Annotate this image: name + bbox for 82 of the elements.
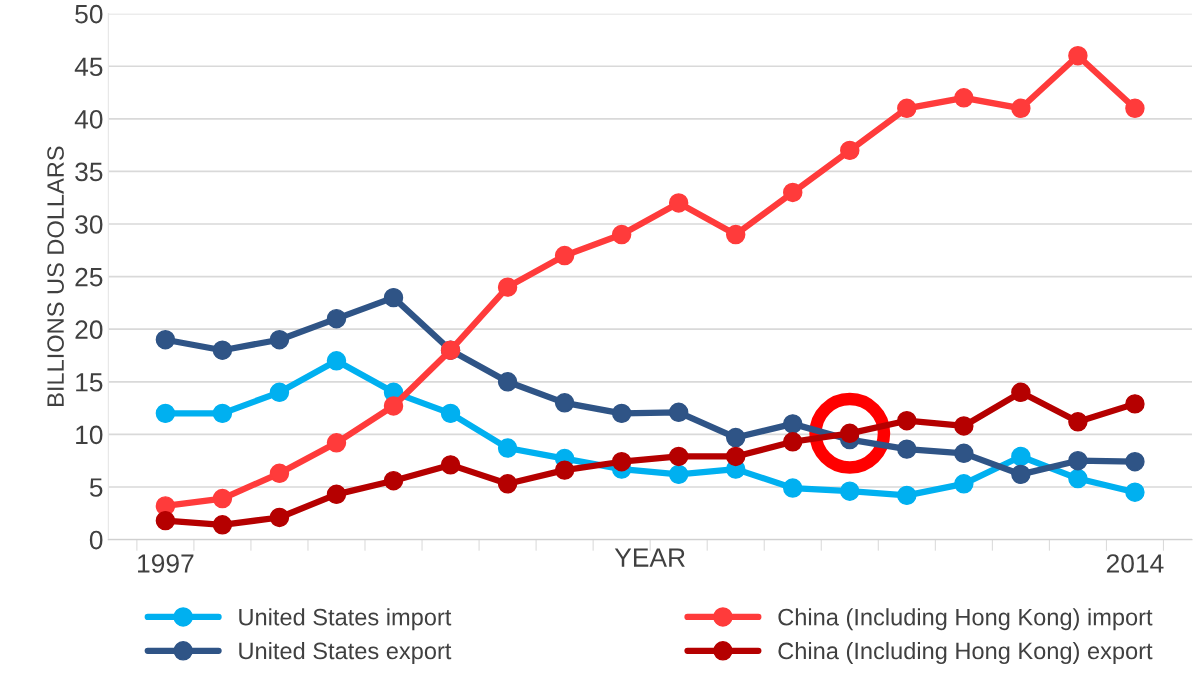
point — [1125, 394, 1145, 414]
point — [611, 452, 632, 472]
point — [155, 510, 176, 531]
point — [611, 403, 632, 424]
point — [440, 403, 461, 424]
point — [668, 464, 689, 485]
x-tick-label: 2014 — [1106, 554, 1164, 573]
point — [383, 287, 404, 308]
point — [725, 446, 746, 467]
y-tick-label: 20 — [75, 320, 103, 340]
point — [725, 427, 746, 448]
point — [326, 484, 347, 505]
y-axis-title: BILLIONS US DOLLARS — [47, 146, 64, 406]
x-tick-label: 1997 — [138, 554, 194, 573]
point — [897, 98, 917, 119]
point — [554, 245, 575, 266]
point — [269, 507, 290, 528]
point — [269, 330, 290, 350]
y-tick-label: 40 — [74, 109, 103, 129]
point — [897, 410, 917, 431]
point — [954, 443, 974, 464]
point — [554, 393, 575, 413]
legend-label: China (Including Hong Kong) export — [778, 641, 1153, 664]
point — [954, 416, 974, 436]
point — [783, 414, 803, 434]
point — [1125, 482, 1145, 502]
point — [783, 182, 803, 203]
point — [383, 470, 404, 491]
point — [440, 455, 461, 475]
point — [954, 88, 974, 108]
point — [954, 474, 974, 494]
point — [269, 382, 290, 403]
point — [783, 432, 803, 452]
point — [1068, 450, 1088, 471]
point — [497, 438, 518, 458]
point — [212, 515, 233, 535]
legend-label: United States import — [239, 608, 452, 631]
point — [897, 485, 917, 506]
y-tick-label: 15 — [76, 373, 103, 392]
y-tick-label: 25 — [75, 267, 103, 287]
point — [155, 403, 176, 424]
point — [897, 439, 917, 459]
point — [1125, 452, 1145, 472]
point — [554, 460, 575, 480]
point — [1011, 464, 1031, 485]
point — [212, 403, 233, 424]
y-tick-label: 5 — [89, 478, 103, 497]
point — [497, 277, 518, 297]
point — [840, 140, 860, 161]
point — [840, 481, 860, 501]
point — [1011, 382, 1031, 403]
y-tick-label: 0 — [89, 530, 103, 550]
point — [611, 224, 632, 245]
point — [1068, 468, 1088, 489]
point — [497, 372, 518, 392]
point — [212, 340, 233, 360]
legend-label: China (Including Hong Kong) import — [778, 608, 1153, 631]
point — [1068, 46, 1088, 66]
point — [1125, 98, 1145, 119]
point — [326, 433, 347, 453]
point — [1011, 98, 1031, 119]
point — [668, 446, 689, 467]
y-tick-label: 10 — [76, 425, 103, 445]
legend-label: United States export — [239, 641, 452, 664]
point — [497, 474, 518, 494]
y-tick-label: 30 — [75, 215, 103, 234]
point — [269, 463, 290, 484]
y-tick-label: 45 — [74, 57, 103, 77]
point — [212, 488, 233, 509]
point — [326, 308, 347, 329]
point — [155, 330, 176, 350]
point — [383, 396, 404, 416]
point — [783, 478, 803, 498]
point — [668, 193, 689, 213]
point — [1011, 446, 1031, 467]
point — [326, 351, 347, 371]
point — [1068, 412, 1088, 432]
point — [725, 224, 746, 245]
y-tick-label: 50 — [75, 4, 103, 24]
point — [668, 402, 689, 423]
y-tick-label: 35 — [75, 162, 103, 182]
x-axis-title: YEAR — [614, 548, 685, 567]
